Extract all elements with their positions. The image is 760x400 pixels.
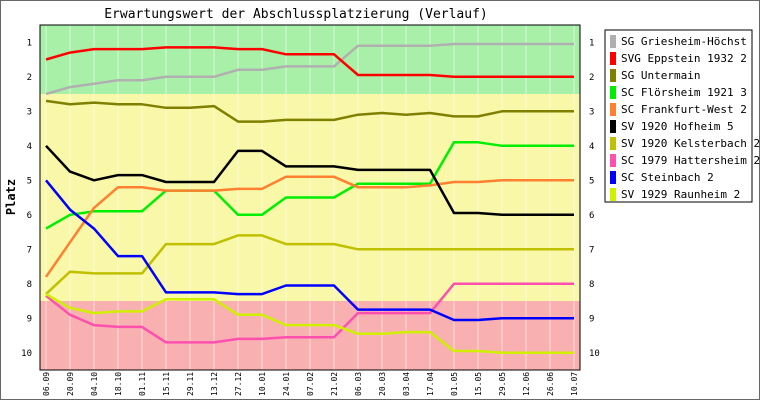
x-tick-labels: 06.09 20.09 04.10 18.10 01.11 15.11 29.11 13.12… [42,372,579,396]
legend-swatch-9 [610,188,616,201]
series-line-6 [45,234,574,296]
x-tick-label: 20.09 [66,372,75,396]
x-tick-label: 29.05 [498,372,507,396]
y-tick-label-right: 3 [589,107,594,117]
y-tick-label: 5 [27,176,32,186]
y-tick-labels-left: 1 2 3 4 5 6 7 8 9 10 [21,38,32,359]
y-tick-label-right: 10 [589,349,600,359]
y-tick-label-right: 4 [589,142,594,152]
y-tick-label-right: 6 [589,211,594,221]
x-tick-label: 10.01 [258,372,267,396]
legend-swatch-5 [610,120,616,133]
legend-swatch-6 [610,137,616,150]
x-tick-label: 17.04 [426,372,435,396]
legend-label-2: SG Untermain [621,69,700,82]
x-tick-label: 01.11 [138,372,147,396]
y-tick-label: 6 [27,211,32,221]
y-tick-label: 2 [27,73,32,83]
y-tick-label: 1 [27,38,32,48]
x-tick-label: 27.12 [234,372,243,396]
x-tick-label: 10.07 [570,372,579,396]
legend-label-0: SG Griesheim-Höchst [621,35,747,48]
legend-swatch-1 [610,52,616,65]
x-tick-label: 29.11 [186,372,195,396]
x-tick-label: 21.02 [330,372,339,396]
x-tick-label: 15.05 [474,372,483,396]
y-tick-label: 10 [21,349,32,359]
y-tick-label-right: 8 [589,280,594,290]
legend-label-6: SV 1920 Kelsterbach 2 [621,137,760,150]
y-tick-label-right: 7 [589,245,594,255]
legend-label-7: SC 1979 Hattersheim 2 [621,154,760,167]
legend-label-9: SV 1929 Raunheim 2 [621,188,740,201]
legend-label-1: SVG Eppstein 1932 2 [621,52,747,65]
legend-swatch-3 [610,86,616,99]
y-axis-label: Platz [4,179,18,215]
x-tick-label: 18.10 [114,372,123,396]
series-line-3 [45,141,574,230]
plot-border [39,24,581,371]
series-line-8 [45,179,574,322]
x-tick-label: 06.09 [42,372,51,396]
x-tick-label: 13.12 [210,372,219,396]
legend-box [604,29,753,203]
x-tick-label: 01.05 [450,372,459,396]
y-tick-label-right: 5 [589,176,594,186]
legend-swatch-0 [610,35,616,48]
legend-label-4: SC Frankfurt-West 2 [621,103,747,116]
legend-label-5: SV 1920 Hofheim 5 [621,120,734,133]
series-line-0 [45,42,574,96]
legend-swatch-7 [610,154,616,167]
y-tick-label-right: 1 [589,38,594,48]
y-tick-label-right: 9 [589,314,594,324]
series-line-9 [45,293,574,355]
legend-label-3: SC Flörsheim 1921 3 [621,86,747,99]
x-tick-label: 12.06 [522,372,531,396]
series-line-2 [45,99,574,123]
x-tick-label: 03.04 [402,372,411,396]
x-tick-label: 15.11 [162,372,171,396]
legend: SG Griesheim-Höchst SVG Eppstein 1932 2 SG… [604,29,760,203]
x-tick-label: 06.03 [354,372,363,396]
x-tick-label: 04.10 [90,372,99,396]
series-line-1 [45,46,574,79]
legend-swatch-4 [610,103,616,116]
legend-swatch-8 [610,171,616,184]
legend-label-8: SC Steinbach 2 [621,171,714,184]
y-tick-label: 4 [27,142,32,152]
y-tick-label-right: 2 [589,73,594,83]
series-line-7 [45,282,574,344]
y-tick-label: 3 [27,107,32,117]
series-line-4 [44,175,574,278]
y-tick-label: 7 [27,245,32,255]
x-tick-label: 20.03 [378,372,387,396]
x-tick-label: 24.01 [282,372,291,396]
series-line-5 [45,144,574,217]
x-tick-label: 26.06 [546,372,555,396]
series-lines [44,42,574,355]
legend-swatch-2 [610,69,616,82]
y-tick-label: 9 [27,314,32,324]
x-tick-label: 07.02 [306,372,315,396]
y-tick-label: 8 [27,280,32,290]
y-tick-labels-right: 1 2 3 4 5 6 7 8 9 10 [589,38,600,359]
chart-title: Erwartungswert der Abschlussplatzierung … [104,7,488,22]
